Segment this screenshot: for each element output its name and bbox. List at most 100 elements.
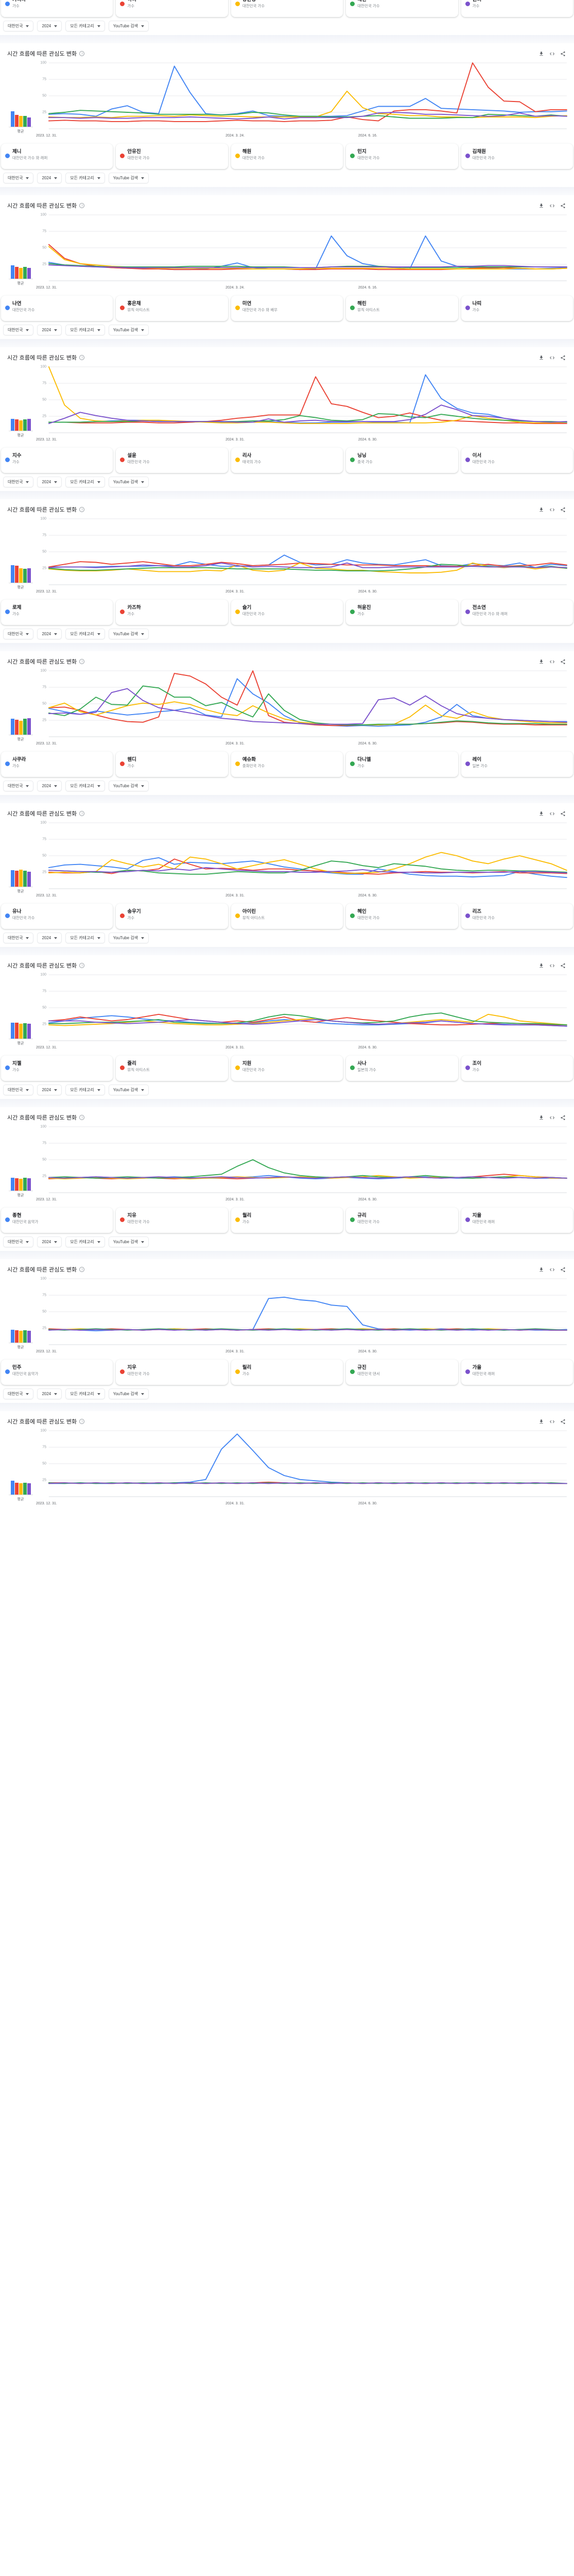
legend-card[interactable]: 하니가수 <box>116 0 228 17</box>
download-icon[interactable] <box>538 203 544 209</box>
help-icon[interactable]: ? <box>79 659 85 664</box>
chart-plot-area[interactable]: 100 75 50 25 <box>36 58 569 135</box>
legend-card[interactable]: 레이 일본 가수 <box>461 752 573 777</box>
chart-plot-area[interactable]: 100 75 50 25 <box>36 1274 569 1351</box>
download-icon[interactable] <box>538 963 544 969</box>
legend-card[interactable]: 해린 뮤직 아티스트 <box>346 296 458 321</box>
legend-card[interactable]: 예슈화 중화민국 가수 <box>231 752 343 777</box>
legend-card[interactable]: 송우기 가수 <box>116 904 228 929</box>
legend-card[interactable]: 설윤 대한민국 가수 <box>116 448 228 473</box>
legend-card[interactable]: 웬디 가수 <box>116 752 228 777</box>
embed-code-icon[interactable] <box>549 203 555 209</box>
download-icon[interactable] <box>538 1419 544 1425</box>
filter-region[interactable]: 대한민국 <box>3 477 34 487</box>
filter-category[interactable]: 모든 카테고리 <box>65 1388 105 1399</box>
legend-card[interactable]: 가을 대한민국 래퍼 <box>461 1360 573 1385</box>
filter-time[interactable]: 2024 <box>37 173 62 183</box>
help-icon[interactable]: ? <box>79 1267 85 1272</box>
filter-time[interactable]: 2024 <box>37 629 62 639</box>
legend-card[interactable]: 카리나가수 <box>1 0 113 17</box>
filter-category[interactable]: 모든 카테고리 <box>65 173 105 183</box>
legend-card[interactable]: 닝닝 중국 가수 <box>346 448 458 473</box>
filter-time[interactable]: 2024 <box>37 781 62 791</box>
filter-time[interactable]: 2024 <box>37 325 62 335</box>
filter-region[interactable]: 대한민국 <box>3 1388 34 1399</box>
chart-plot-area[interactable]: 100 75 50 25 <box>36 1426 569 1503</box>
embed-code-icon[interactable] <box>549 963 555 969</box>
legend-card[interactable]: 슬기 대한민국 가수 <box>231 600 343 625</box>
legend-card[interactable]: 나띠 가수 <box>461 296 573 321</box>
legend-card[interactable]: 지젤 가수 <box>1 1056 113 1081</box>
filter-time[interactable]: 2024 <box>37 1236 62 1247</box>
filter-source[interactable]: YouTube 검색 <box>108 1236 149 1247</box>
download-icon[interactable] <box>538 355 544 361</box>
filter-category[interactable]: 모든 카테고리 <box>65 629 105 639</box>
share-icon[interactable] <box>560 51 566 57</box>
chart-plot-area[interactable]: 100 75 50 25 <box>36 362 569 439</box>
filter-region[interactable]: 대한민국 <box>3 325 34 335</box>
filter-category[interactable]: 모든 카테고리 <box>65 21 105 31</box>
chart-plot-area[interactable]: 100 75 50 25 <box>36 210 569 287</box>
filter-category[interactable]: 모든 카테고리 <box>65 477 105 487</box>
download-icon[interactable] <box>538 659 544 665</box>
legend-card[interactable]: 종현 대한민국 음악가 <box>1 1208 113 1233</box>
legend-card[interactable]: 사쿠라 가수 <box>1 752 113 777</box>
filter-category[interactable]: 모든 카테고리 <box>65 1084 105 1095</box>
filter-time[interactable]: 2024 <box>37 1388 62 1399</box>
chart-plot-area[interactable]: 100 75 50 25 <box>36 970 569 1047</box>
share-icon[interactable] <box>560 1115 566 1121</box>
embed-code-icon[interactable] <box>549 355 555 361</box>
legend-card[interactable]: 홍은채 뮤직 아티스트 <box>116 296 228 321</box>
chart-plot-area[interactable]: 100 75 50 25 <box>36 1122 569 1199</box>
filter-category[interactable]: 모든 카테고리 <box>65 933 105 943</box>
chart-plot-area[interactable]: 100 75 50 25 <box>36 514 569 591</box>
filter-region[interactable]: 대한민국 <box>3 1084 34 1095</box>
legend-card[interactable]: 지수 가수 <box>1 448 113 473</box>
filter-source[interactable]: YouTube 검색 <box>108 173 149 183</box>
filter-time[interactable]: 2024 <box>37 21 62 31</box>
legend-card[interactable]: 해원 대한민국 가수 <box>231 144 343 169</box>
filter-source[interactable]: YouTube 검색 <box>108 21 149 31</box>
legend-card[interactable]: 제니 대한민국 가수 와 래퍼 <box>1 144 113 169</box>
help-icon[interactable]: ? <box>79 203 85 208</box>
download-icon[interactable] <box>538 51 544 57</box>
filter-region[interactable]: 대한민국 <box>3 933 34 943</box>
legend-card[interactable]: 윈터가수 <box>461 0 573 17</box>
legend-card[interactable]: 혜인 대한민국 가수 <box>346 904 458 929</box>
legend-card[interactable]: 장원영대한민국 가수 <box>231 0 343 17</box>
filter-source[interactable]: YouTube 검색 <box>108 325 149 335</box>
filter-region[interactable]: 대한민국 <box>3 629 34 639</box>
embed-code-icon[interactable] <box>549 811 555 817</box>
chart-plot-area[interactable]: 100 75 50 25 <box>36 666 569 743</box>
legend-card[interactable]: 로제 가수 <box>1 600 113 625</box>
filter-source[interactable]: YouTube 검색 <box>108 933 149 943</box>
filter-time[interactable]: 2024 <box>37 1084 62 1095</box>
filter-source[interactable]: YouTube 검색 <box>108 781 149 791</box>
legend-card[interactable]: 지율 대한민국 래퍼 <box>461 1208 573 1233</box>
legend-card[interactable]: 안유진 대한민국 가수 <box>116 144 228 169</box>
filter-region[interactable]: 대한민국 <box>3 781 34 791</box>
chart-plot-area[interactable]: 100 75 50 25 <box>36 818 569 895</box>
embed-code-icon[interactable] <box>549 51 555 57</box>
legend-card[interactable]: 리사 태국의 가수 <box>231 448 343 473</box>
embed-code-icon[interactable] <box>549 1267 555 1273</box>
legend-card[interactable]: 월리 가수 <box>231 1208 343 1233</box>
legend-card[interactable]: 카즈하 가수 <box>116 600 228 625</box>
embed-code-icon[interactable] <box>549 507 555 513</box>
embed-code-icon[interactable] <box>549 1115 555 1121</box>
filter-source[interactable]: YouTube 검색 <box>108 477 149 487</box>
help-icon[interactable]: ? <box>79 355 85 360</box>
legend-card[interactable]: 전소연 대한민국 가수 와 래퍼 <box>461 600 573 625</box>
help-icon[interactable]: ? <box>79 1115 85 1120</box>
legend-card[interactable]: 사나 일본의 가수 <box>346 1056 458 1081</box>
embed-code-icon[interactable] <box>549 659 555 665</box>
share-icon[interactable] <box>560 355 566 361</box>
filter-region[interactable]: 대한민국 <box>3 21 34 31</box>
legend-card[interactable]: 다니엘 가수 <box>346 752 458 777</box>
filter-category[interactable]: 모든 카테고리 <box>65 781 105 791</box>
filter-source[interactable]: YouTube 검색 <box>108 629 149 639</box>
legend-card[interactable]: 지유 대한민국 가수 <box>116 1208 228 1233</box>
legend-card[interactable]: 민주 대한민국 음악가 <box>1 1360 113 1385</box>
legend-card[interactable]: 김채원 대한민국 가수 <box>461 144 573 169</box>
download-icon[interactable] <box>538 1267 544 1273</box>
